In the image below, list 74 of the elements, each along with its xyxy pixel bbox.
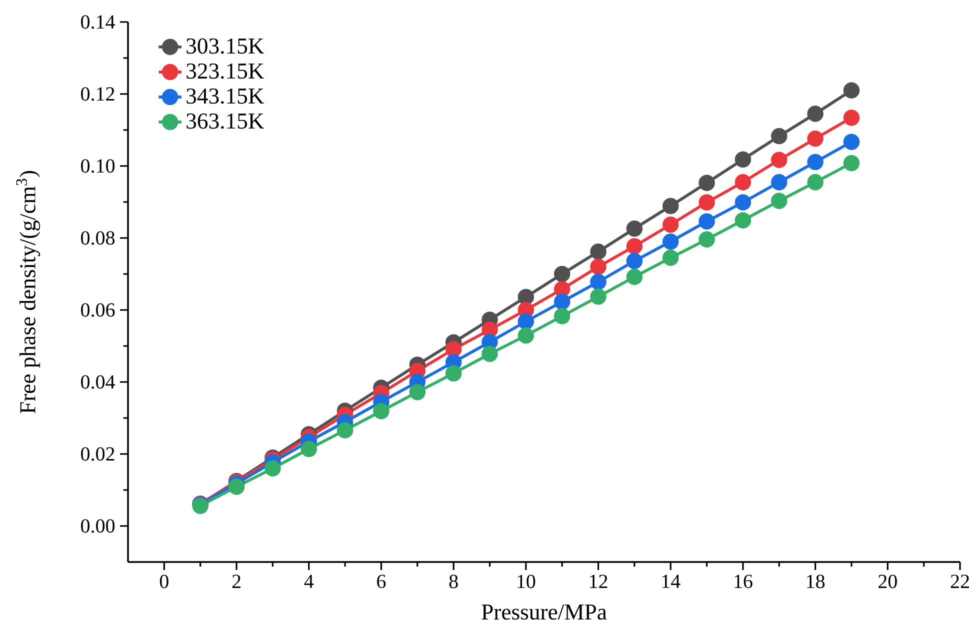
point [843,82,860,99]
x-tick-label: 20 [878,574,897,588]
point [554,294,570,310]
point [807,174,824,190]
point [264,460,281,477]
point [626,252,643,270]
point [807,154,824,170]
x-tick-label: 4 [304,574,314,588]
point [626,268,643,286]
legend-label: 323.15K [186,63,264,79]
point [554,308,570,324]
y-tick-label: 0.04 [81,375,115,389]
x-tick-label: 12 [590,574,608,588]
x-tick-label: 22 [950,574,969,588]
point [843,134,860,150]
point [662,216,679,233]
x-tick-label: 0 [160,574,168,588]
point [662,233,679,250]
legend-label: 303.15K [186,38,264,54]
point [409,384,426,400]
point [771,192,788,210]
point [336,422,354,438]
point [698,174,715,192]
point [300,440,318,458]
point [662,198,679,214]
point [843,110,860,126]
y-tick-label: 0.00 [81,519,115,533]
x-tick-label: 18 [807,574,825,588]
point [518,288,534,306]
x-tick-label: 10 [518,574,536,588]
point [734,212,752,228]
point [518,313,534,330]
x-tick-label: 6 [377,574,386,588]
legend-label: 343.15K [186,88,264,104]
y-tick-label: 0.10 [81,159,115,173]
point [518,327,534,344]
point [590,244,606,260]
point [698,213,715,230]
y-tick-label: 0.08 [81,231,115,245]
point [771,128,788,144]
point [228,478,245,495]
x-axis-title: Pressure/MPa [482,604,607,620]
point [590,274,606,290]
x-tick-label: 16 [734,574,752,588]
point [698,231,715,248]
point [554,266,570,282]
x-tick-label: 2 [232,574,240,588]
point [807,130,824,147]
y-tick-label: 0.06 [81,303,115,317]
point [734,151,752,168]
x-tick-label: 14 [662,574,680,588]
point [445,365,462,382]
point [843,154,860,172]
y-tick-label: 0.14 [81,15,115,29]
point [445,341,462,358]
point [482,346,498,362]
x-tick-label: 8 [449,574,458,588]
point [626,220,643,237]
point [807,106,824,122]
point [771,152,788,168]
point [373,403,390,420]
point [554,280,570,298]
point [734,174,752,190]
y-tick-label: 0.02 [81,447,114,461]
point [662,250,679,266]
point [771,174,788,190]
y-tick-label: 0.12 [81,87,114,101]
point [590,258,606,275]
point [626,238,643,254]
legend-label: 363.15K [186,113,264,129]
point [590,288,606,305]
point [698,194,715,210]
point [734,194,752,210]
y-axis-title: Free phase density/(g/cm$^{3}$) [16,170,40,414]
